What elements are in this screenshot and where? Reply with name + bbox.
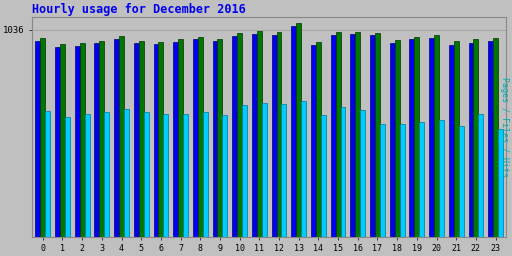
Bar bbox=[336, 32, 340, 237]
Bar bbox=[257, 31, 262, 237]
Bar bbox=[272, 35, 276, 237]
Bar bbox=[296, 23, 301, 237]
Bar bbox=[40, 38, 45, 237]
Bar bbox=[468, 42, 474, 237]
Bar bbox=[173, 42, 178, 237]
Bar bbox=[262, 103, 267, 237]
Bar bbox=[144, 112, 148, 237]
Bar bbox=[212, 41, 218, 237]
Bar bbox=[55, 47, 60, 237]
Bar bbox=[498, 129, 503, 237]
Y-axis label: Pages / Files / Hits: Pages / Files / Hits bbox=[500, 77, 509, 177]
Bar bbox=[99, 40, 104, 237]
Bar bbox=[84, 114, 90, 237]
Bar bbox=[414, 37, 419, 237]
Bar bbox=[390, 42, 395, 237]
Bar bbox=[237, 33, 242, 237]
Bar bbox=[395, 40, 400, 237]
Bar bbox=[252, 34, 257, 237]
Bar bbox=[380, 124, 385, 237]
Bar bbox=[158, 42, 163, 237]
Bar bbox=[242, 105, 247, 237]
Bar bbox=[301, 101, 306, 237]
Bar bbox=[124, 109, 129, 237]
Bar bbox=[459, 126, 464, 237]
Bar bbox=[45, 111, 50, 237]
Bar bbox=[454, 41, 459, 237]
Bar bbox=[218, 38, 222, 237]
Bar bbox=[449, 45, 454, 237]
Bar bbox=[429, 38, 434, 237]
Bar bbox=[282, 104, 286, 237]
Bar bbox=[75, 46, 80, 237]
Bar bbox=[163, 114, 168, 237]
Bar bbox=[355, 32, 360, 237]
Bar bbox=[400, 124, 404, 237]
Bar bbox=[198, 37, 203, 237]
Bar bbox=[178, 39, 183, 237]
Bar bbox=[134, 43, 139, 237]
Bar bbox=[375, 33, 380, 237]
Bar bbox=[311, 45, 316, 237]
Bar bbox=[80, 43, 84, 237]
Bar bbox=[203, 112, 208, 237]
Bar bbox=[340, 107, 346, 237]
Bar bbox=[119, 36, 124, 237]
Bar bbox=[321, 115, 326, 237]
Text: Hourly usage for December 2016: Hourly usage for December 2016 bbox=[32, 3, 246, 16]
Bar bbox=[232, 36, 237, 237]
Bar bbox=[222, 115, 227, 237]
Bar bbox=[94, 43, 99, 237]
Bar bbox=[104, 112, 109, 237]
Bar bbox=[410, 39, 414, 237]
Bar bbox=[65, 117, 70, 237]
Bar bbox=[316, 42, 321, 237]
Bar bbox=[434, 35, 439, 237]
Bar bbox=[139, 41, 144, 237]
Bar bbox=[35, 41, 40, 237]
Bar bbox=[331, 35, 336, 237]
Bar bbox=[474, 39, 478, 237]
Bar bbox=[488, 41, 493, 237]
Bar bbox=[114, 39, 119, 237]
Bar bbox=[419, 122, 424, 237]
Bar bbox=[154, 45, 158, 237]
Bar bbox=[493, 38, 498, 237]
Bar bbox=[370, 35, 375, 237]
Bar bbox=[350, 34, 355, 237]
Bar bbox=[60, 44, 65, 237]
Bar bbox=[291, 26, 296, 237]
Bar bbox=[478, 114, 483, 237]
Bar bbox=[276, 32, 282, 237]
Bar bbox=[193, 39, 198, 237]
Bar bbox=[439, 120, 444, 237]
Bar bbox=[360, 110, 365, 237]
Bar bbox=[183, 114, 188, 237]
